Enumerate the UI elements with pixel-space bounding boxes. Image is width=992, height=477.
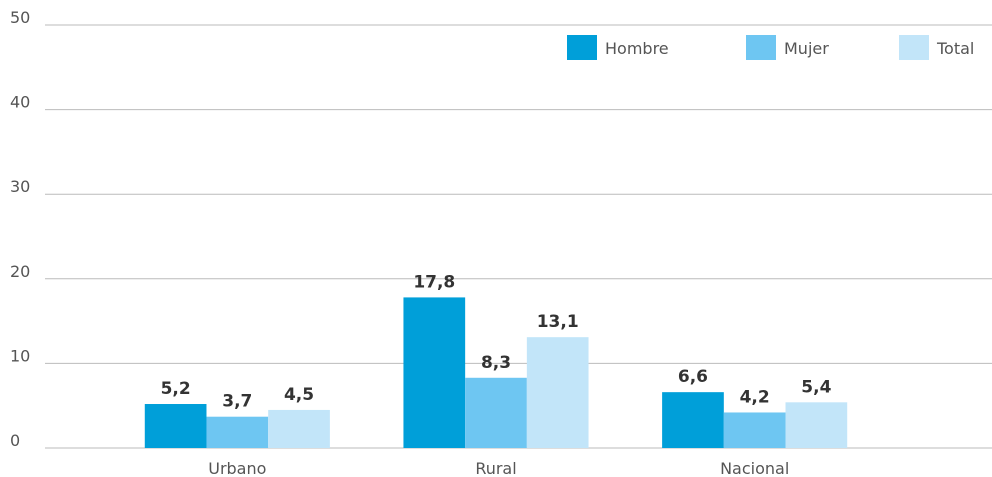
legend-swatch: [567, 35, 597, 60]
value-label: 17,8: [413, 272, 455, 292]
legend-swatch: [746, 35, 776, 60]
value-label: 4,5: [284, 385, 314, 405]
y-tick-label: 50: [10, 8, 30, 27]
value-label: 8,3: [481, 353, 511, 373]
bar: [403, 297, 466, 448]
y-tick-label: 0: [10, 431, 20, 450]
bar: [465, 377, 527, 448]
y-tick-label: 40: [10, 93, 30, 112]
y-tick-label: 10: [10, 346, 30, 365]
value-label: 6,6: [678, 367, 708, 387]
value-label: 4,2: [740, 387, 770, 407]
x-tick-label: Nacional: [720, 459, 789, 477]
legend-label: Mujer: [784, 39, 829, 58]
bar: [526, 337, 589, 448]
legend-label: Hombre: [605, 39, 669, 58]
legend-label: Total: [936, 39, 974, 58]
x-tick-label: Urbano: [208, 459, 266, 477]
y-tick-label: 20: [10, 262, 30, 281]
bar: [144, 404, 207, 448]
legend-swatch: [899, 35, 929, 60]
bar: [268, 409, 330, 448]
bar: [723, 412, 786, 448]
value-label: 5,4: [801, 377, 831, 397]
y-tick-label: 30: [10, 177, 30, 196]
value-label: 13,1: [537, 312, 579, 332]
bar: [785, 402, 848, 448]
x-tick-label: Rural: [475, 459, 516, 477]
value-label: 5,2: [161, 379, 191, 399]
value-label: 3,7: [222, 392, 252, 412]
bar: [662, 392, 724, 448]
bar: [206, 416, 269, 448]
